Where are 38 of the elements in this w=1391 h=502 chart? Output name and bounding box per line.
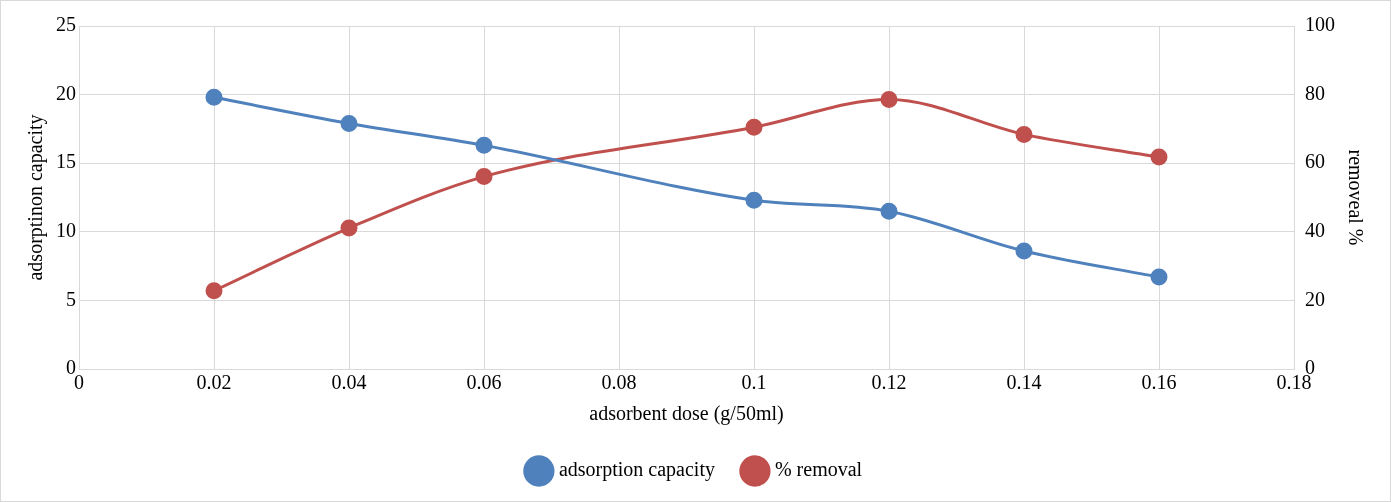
point: [475, 168, 493, 186]
point: [475, 136, 493, 154]
point: [205, 88, 223, 106]
point: [1150, 148, 1168, 166]
point: [880, 202, 898, 220]
x-tick-label: 0.06: [466, 371, 502, 394]
y-tick-label: 20: [56, 81, 76, 104]
y-axis-title: adsorptinon capacity: [24, 114, 48, 281]
x-tick-label: 0.04: [331, 371, 367, 394]
x-tick-label: 0.16: [1141, 371, 1177, 394]
point: [205, 282, 223, 300]
y-tick-label: 0: [66, 356, 76, 379]
y2-tick-label: 20: [1305, 287, 1325, 310]
point: [745, 118, 763, 136]
y-tick-label: 25: [56, 13, 76, 36]
y2-axis-title: removeal %: [1344, 149, 1367, 246]
point: [1015, 242, 1033, 260]
x-tick-label: 0.08: [601, 371, 637, 394]
point: [880, 90, 898, 108]
point: [1150, 268, 1168, 286]
y-tick-label: 15: [56, 150, 76, 173]
y2-tick-label: 80: [1305, 81, 1325, 104]
y2-tick-label: 60: [1305, 150, 1325, 173]
x-tick-label: 0.12: [871, 371, 907, 394]
x-tick-label: 0.02: [196, 371, 232, 394]
y-tick-label: 10: [56, 219, 76, 242]
legend-label: % removal: [774, 458, 863, 481]
x-tick-label: 0.14: [1006, 371, 1042, 394]
point: [340, 114, 358, 132]
point: [1015, 125, 1033, 143]
x-tick-label: 0.1: [741, 371, 767, 394]
point: [745, 191, 763, 209]
x-axis-title: adsorbent dose (g/50ml): [589, 402, 784, 426]
y-tick-label: 5: [66, 287, 76, 310]
point: [340, 219, 358, 237]
legend-label: adsorption capacity: [558, 458, 715, 482]
y2-tick-label: 100: [1305, 13, 1335, 36]
y2-tick-label: 40: [1305, 219, 1325, 242]
